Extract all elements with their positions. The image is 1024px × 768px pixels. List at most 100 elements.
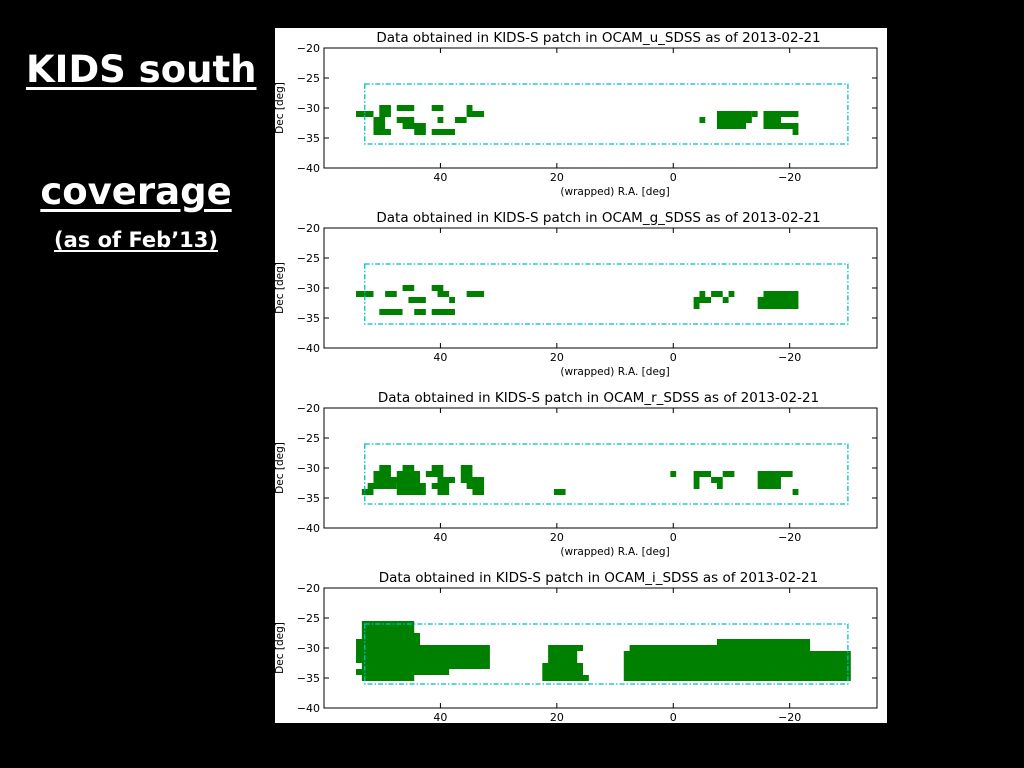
y-tick-label: −20 bbox=[297, 222, 320, 235]
patch-boundary bbox=[364, 83, 849, 145]
coverage-figure-svg: Data obtained in KIDS-S patch in OCAM_u_… bbox=[275, 30, 878, 723]
coverage-tile bbox=[757, 483, 781, 489]
coverage-tile bbox=[757, 477, 781, 483]
x-axis-label: (wrapped) R.A. [deg] bbox=[560, 546, 669, 558]
coverage-tile bbox=[356, 645, 490, 651]
y-tick-label: −20 bbox=[297, 402, 320, 415]
coverage-tile bbox=[449, 297, 455, 303]
coverage-tile bbox=[763, 111, 799, 117]
coverage-tile bbox=[466, 111, 485, 117]
coverage-tile bbox=[361, 675, 415, 681]
coverage-tile bbox=[437, 291, 450, 297]
chart-panel-2: Data obtained in KIDS-S patch in OCAM_g_… bbox=[275, 210, 878, 378]
coverage-tile bbox=[792, 489, 799, 495]
coverage-tile bbox=[693, 477, 700, 483]
y-axis-label: Dec [deg] bbox=[275, 262, 286, 314]
coverage-tile bbox=[716, 123, 747, 129]
x-tick-label: −20 bbox=[778, 531, 801, 544]
x-tick-label: 40 bbox=[433, 531, 447, 544]
coverage-tile bbox=[763, 123, 799, 129]
x-tick-label: 20 bbox=[550, 711, 564, 723]
slide-subtitle: (as of Feb’13) bbox=[53, 228, 219, 252]
coverage-tile bbox=[402, 123, 426, 129]
coverage-tile bbox=[431, 285, 444, 291]
coverage-tile bbox=[408, 297, 426, 303]
coverage-tile bbox=[746, 117, 752, 123]
y-tick-label: −25 bbox=[297, 72, 320, 85]
coverage-tile bbox=[623, 657, 851, 663]
coverage-tile bbox=[379, 105, 391, 111]
coverage-tile bbox=[716, 483, 723, 489]
coverage-tile bbox=[623, 669, 851, 675]
chart-panel-4: Data obtained in KIDS-S patch in OCAM_i_… bbox=[275, 570, 878, 723]
y-tick-label: −30 bbox=[297, 642, 320, 655]
y-tick-label: −35 bbox=[297, 312, 320, 325]
patch-boundary bbox=[364, 443, 849, 505]
x-tick-label: 40 bbox=[433, 171, 447, 184]
coverage-tile bbox=[763, 291, 799, 297]
x-axis-label: (wrapped) R.A. [deg] bbox=[560, 186, 669, 198]
y-tick-label: −40 bbox=[297, 162, 320, 175]
x-tick-label: 0 bbox=[670, 351, 677, 364]
coverage-tile bbox=[361, 633, 421, 639]
coverage-tile bbox=[548, 651, 578, 657]
coverage-tile bbox=[431, 129, 455, 135]
coverage-tile bbox=[373, 117, 386, 123]
x-tick-label: 20 bbox=[550, 351, 564, 364]
coverage-tile bbox=[373, 129, 391, 135]
coverage-tile bbox=[454, 117, 467, 123]
y-tick-label: −30 bbox=[297, 102, 320, 115]
coverage-tile bbox=[542, 663, 584, 669]
coverage-tile bbox=[361, 663, 490, 669]
chart-title: Data obtained in KIDS-S patch in OCAM_r_… bbox=[378, 390, 819, 406]
coverage-tile bbox=[716, 117, 747, 123]
coverage-tile bbox=[751, 111, 758, 117]
coverage-tile bbox=[356, 639, 421, 645]
coverage-tile bbox=[385, 291, 397, 297]
coverage-tile bbox=[553, 489, 566, 495]
y-tick-label: −35 bbox=[297, 672, 320, 685]
coverage-tile bbox=[722, 297, 729, 303]
coverage-tile bbox=[396, 117, 415, 123]
coverage-tile bbox=[402, 465, 415, 471]
coverage-tile bbox=[437, 477, 455, 483]
coverage-figure: Data obtained in KIDS-S patch in OCAM_u_… bbox=[275, 28, 887, 723]
coverage-tile bbox=[356, 111, 374, 117]
coverage-tile bbox=[460, 465, 473, 471]
coverage-tile bbox=[437, 117, 444, 123]
y-axis-label: Dec [deg] bbox=[275, 622, 286, 674]
coverage-tile bbox=[356, 651, 490, 657]
coverage-tile bbox=[437, 489, 450, 495]
coverage-tile bbox=[396, 105, 415, 111]
y-tick-label: −35 bbox=[297, 132, 320, 145]
coverage-tile bbox=[699, 117, 706, 123]
x-axis-label: (wrapped) R.A. [deg] bbox=[560, 366, 669, 378]
chart-title: Data obtained in KIDS-S patch in OCAM_g_… bbox=[376, 210, 820, 226]
patch-boundary bbox=[364, 623, 849, 685]
coverage-tile bbox=[693, 471, 712, 477]
slide-title-line-2: coverage bbox=[40, 170, 232, 213]
coverage-tile bbox=[699, 291, 706, 297]
y-tick-label: −20 bbox=[297, 582, 320, 595]
coverage-tile bbox=[367, 483, 397, 489]
coverage-tile bbox=[542, 669, 584, 675]
coverage-tile bbox=[402, 285, 415, 291]
coverage-tile bbox=[356, 291, 374, 297]
coverage-tile bbox=[757, 303, 799, 309]
x-tick-label: −20 bbox=[778, 171, 801, 184]
coverage-tile bbox=[623, 651, 851, 657]
y-axis-label: Dec [deg] bbox=[275, 442, 286, 494]
coverage-tile bbox=[548, 645, 584, 651]
y-tick-label: −40 bbox=[297, 522, 320, 535]
coverage-tile bbox=[431, 309, 455, 315]
x-tick-label: 40 bbox=[433, 351, 447, 364]
coverage-tile bbox=[373, 123, 386, 129]
coverage-tile bbox=[361, 489, 374, 495]
coverage-tile bbox=[396, 489, 426, 495]
coverage-tile bbox=[425, 471, 444, 477]
coverage-tile bbox=[711, 291, 723, 297]
coverage-tile bbox=[466, 291, 485, 297]
coverage-tile bbox=[693, 483, 700, 489]
coverage-tile bbox=[373, 477, 397, 483]
y-tick-label: −30 bbox=[297, 282, 320, 295]
